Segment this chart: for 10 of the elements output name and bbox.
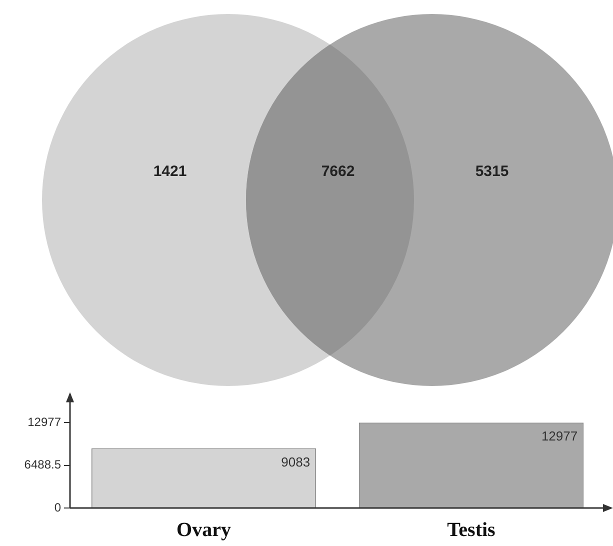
y-tick-label: 6488.5 (24, 458, 62, 472)
y-tick-label: 0 (54, 500, 62, 514)
y-tick-label: 12977 (28, 414, 62, 429)
x-tick-label: Testis (447, 519, 496, 542)
data-label: 1421 (153, 163, 187, 180)
data-label: 9083 (281, 454, 310, 470)
data-label: 12977 (541, 428, 578, 444)
data-label: 5315 (475, 163, 509, 180)
x-tick-label: Ovary (176, 519, 231, 542)
data-label: 7662 (321, 163, 355, 180)
